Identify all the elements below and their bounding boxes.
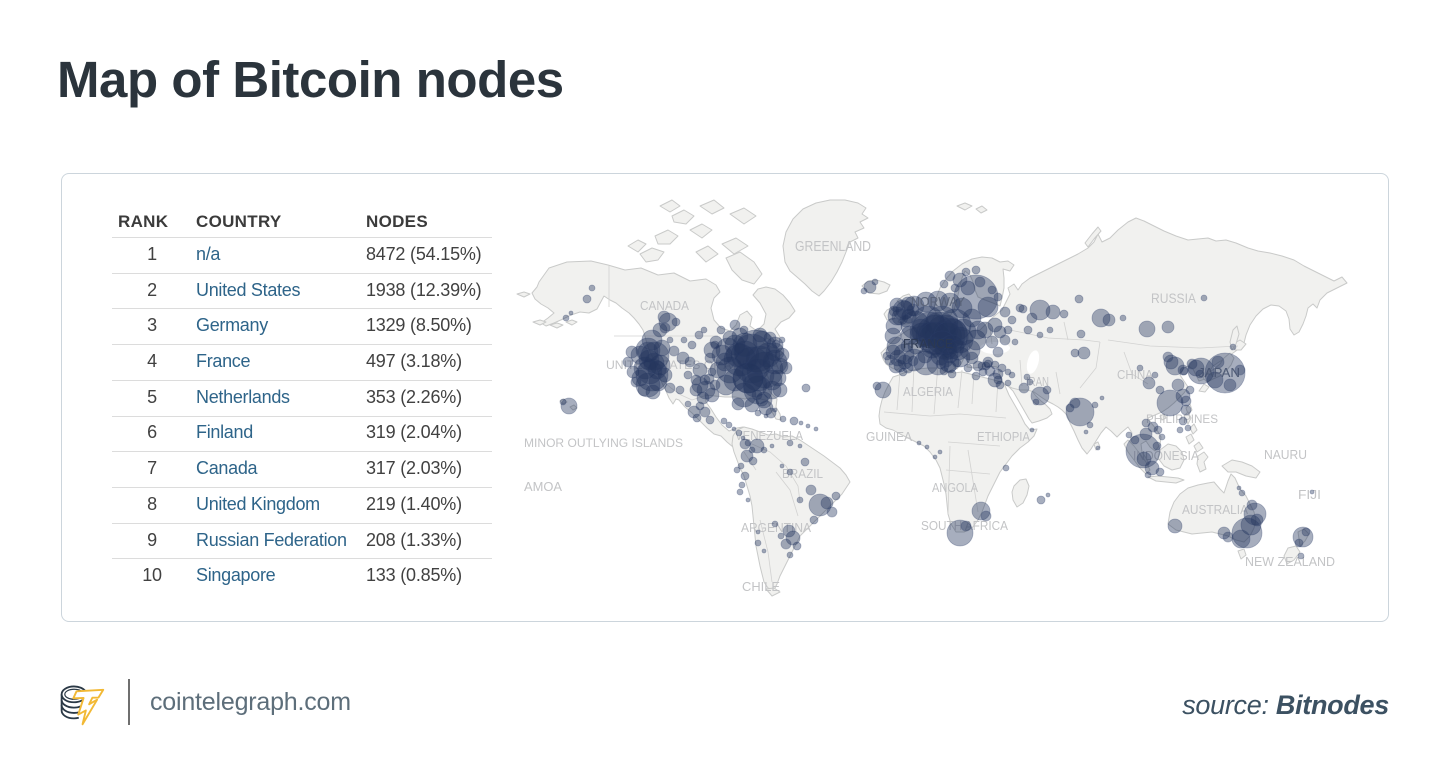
- svg-text:ANGOLA: ANGOLA: [932, 481, 979, 495]
- svg-text:AUSTRALIA: AUSTRALIA: [1182, 502, 1248, 517]
- svg-text:ETHIOPIA: ETHIOPIA: [977, 430, 1031, 444]
- svg-text:VENEZUELA: VENEZUELA: [735, 429, 804, 443]
- svg-text:FIJI: FIJI: [1298, 488, 1321, 502]
- svg-text:IRAN: IRAN: [1026, 375, 1049, 389]
- svg-text:PHILIPPINES: PHILIPPINES: [1146, 412, 1218, 426]
- svg-text:FRANCE: FRANCE: [903, 337, 953, 351]
- svg-text:UNITED STATES OF AMERICA: UNITED STATES OF AMERICA: [606, 358, 779, 372]
- svg-text:NORWAY: NORWAY: [911, 295, 966, 309]
- svg-text:SOUTH AFRICA: SOUTH AFRICA: [921, 518, 1008, 533]
- svg-text:GUINEA: GUINEA: [866, 430, 913, 444]
- svg-text:NAURU: NAURU: [1264, 447, 1307, 462]
- svg-text:ALGERIA: ALGERIA: [903, 384, 953, 399]
- svg-text:CHILE: CHILE: [742, 580, 780, 594]
- svg-text:MINOR OUTLYING ISLANDS: MINOR OUTLYING ISLANDS: [524, 436, 683, 450]
- svg-text:CANADA: CANADA: [640, 299, 690, 313]
- svg-text:CHINA: CHINA: [1117, 368, 1154, 382]
- svg-text:JAPAN: JAPAN: [1198, 366, 1240, 380]
- svg-text:AMOA: AMOA: [524, 480, 563, 494]
- svg-text:RUSSIA: RUSSIA: [1151, 291, 1196, 306]
- svg-text:ARGENTINA: ARGENTINA: [741, 521, 812, 535]
- svg-text:GREENLAND: GREENLAND: [795, 239, 871, 255]
- svg-text:FRANCE: FRANCE: [903, 337, 953, 351]
- svg-text:NORWAY: NORWAY: [911, 295, 966, 309]
- svg-text:BRAZIL: BRAZIL: [782, 466, 823, 481]
- svg-text:JAPAN: JAPAN: [1198, 366, 1240, 380]
- svg-text:INDONESIA: INDONESIA: [1133, 449, 1200, 463]
- svg-text:NEW ZEALAND: NEW ZEALAND: [1245, 554, 1335, 569]
